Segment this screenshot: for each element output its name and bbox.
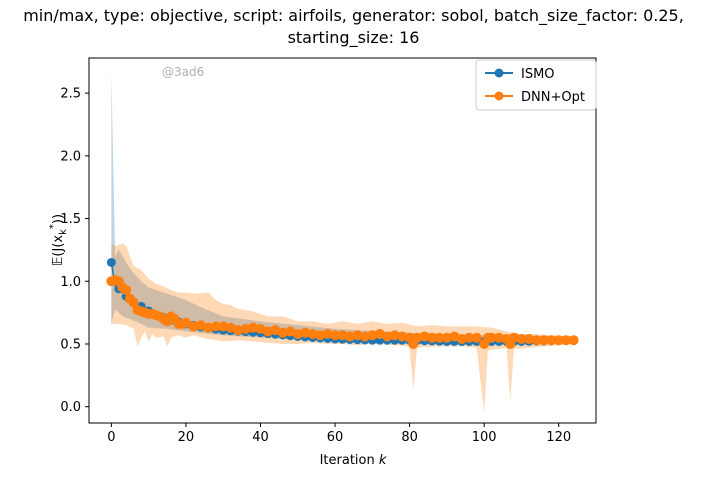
marker-dnn <box>464 332 475 343</box>
marker-dnn <box>359 331 370 342</box>
legend-ismo-label: ISMO <box>521 67 555 82</box>
y-tick-label: 0.5 <box>60 337 81 352</box>
y-tick-label: 2.0 <box>60 149 81 164</box>
marker-dnn <box>180 317 191 328</box>
marker-dnn <box>240 323 251 334</box>
legend-dnn-marker <box>494 91 504 101</box>
series-markers <box>106 257 579 349</box>
marker-dnn <box>344 331 355 342</box>
marker-dnn <box>262 326 273 337</box>
marker-dnn <box>218 321 229 332</box>
legend-ismo-marker <box>494 68 504 78</box>
marker-dnn <box>568 335 579 346</box>
marker-dnn <box>315 330 326 341</box>
marker-dnn <box>412 332 423 343</box>
chart-title-line-1: min/max, type: objective, script: airfoi… <box>23 6 684 25</box>
marker-dnn <box>553 335 564 346</box>
chart-title-line-2: starting_size: 16 <box>287 28 420 47</box>
x-tick-label: 40 <box>252 430 269 445</box>
marker-dnn <box>367 330 378 341</box>
y-axis-ticks: 0.0 0.5 1.0 1.5 2.0 2.5 <box>60 87 89 415</box>
confidence-bands <box>111 73 574 413</box>
marker-dnn <box>382 331 393 342</box>
marker-dnn <box>531 335 542 346</box>
marker-dnn <box>523 333 534 344</box>
y-tick-label: 2.5 <box>60 87 81 102</box>
y-tick-label: 1.0 <box>60 275 81 290</box>
marker-dnn <box>441 332 452 343</box>
marker-dnn <box>307 328 318 339</box>
x-tick-label: 100 <box>472 430 497 445</box>
legend: ISMO DNN+Opt <box>475 59 597 111</box>
marker-ismo <box>106 257 116 267</box>
band-dnn <box>111 243 574 413</box>
marker-dnn <box>546 335 557 346</box>
marker-dnn <box>538 335 549 346</box>
marker-dnn <box>389 330 400 341</box>
x-tick-label: 120 <box>546 430 571 445</box>
marker-dnn <box>292 328 303 339</box>
plot-frame <box>88 57 597 424</box>
marker-dnn <box>494 332 505 343</box>
x-tick-label: 20 <box>178 430 195 445</box>
marker-dnn <box>300 327 311 338</box>
marker-dnn <box>337 330 348 341</box>
y-axis-label: 𝔼(J(xk*)) <box>48 214 69 266</box>
marker-dnn <box>277 327 288 338</box>
x-axis-label: Iteration k <box>320 453 387 468</box>
marker-dnn <box>419 331 430 342</box>
watermark: @3ad6 <box>162 65 204 79</box>
marker-dnn <box>210 321 221 332</box>
x-tick-label: 60 <box>327 430 344 445</box>
marker-dnn <box>426 332 437 343</box>
marker-dnn <box>456 333 467 344</box>
marker-dnn <box>121 285 132 296</box>
marker-dnn <box>434 332 445 343</box>
x-axis-ticks: 0 20 40 60 80 100 120 <box>107 423 571 445</box>
marker-dnn <box>128 297 139 308</box>
marker-dnn <box>352 330 363 341</box>
marker-dnn <box>508 332 519 343</box>
legend-dnn-label: DNN+Opt <box>521 90 585 105</box>
marker-dnn <box>397 331 408 342</box>
marker-dnn <box>203 322 214 333</box>
marker-dnn <box>322 328 333 339</box>
x-tick-label: 0 <box>107 430 115 445</box>
x-tick-label: 80 <box>401 430 418 445</box>
y-tick-label: 1.5 <box>60 212 81 227</box>
marker-dnn <box>486 332 497 343</box>
marker-dnn <box>330 330 341 341</box>
marker-dnn <box>471 332 482 343</box>
marker-dnn <box>516 333 527 344</box>
marker-dnn <box>188 321 199 332</box>
marker-dnn <box>248 322 259 333</box>
y-tick-label: 0.0 <box>60 400 81 415</box>
marker-dnn <box>561 335 572 346</box>
marker-dnn <box>233 325 244 336</box>
